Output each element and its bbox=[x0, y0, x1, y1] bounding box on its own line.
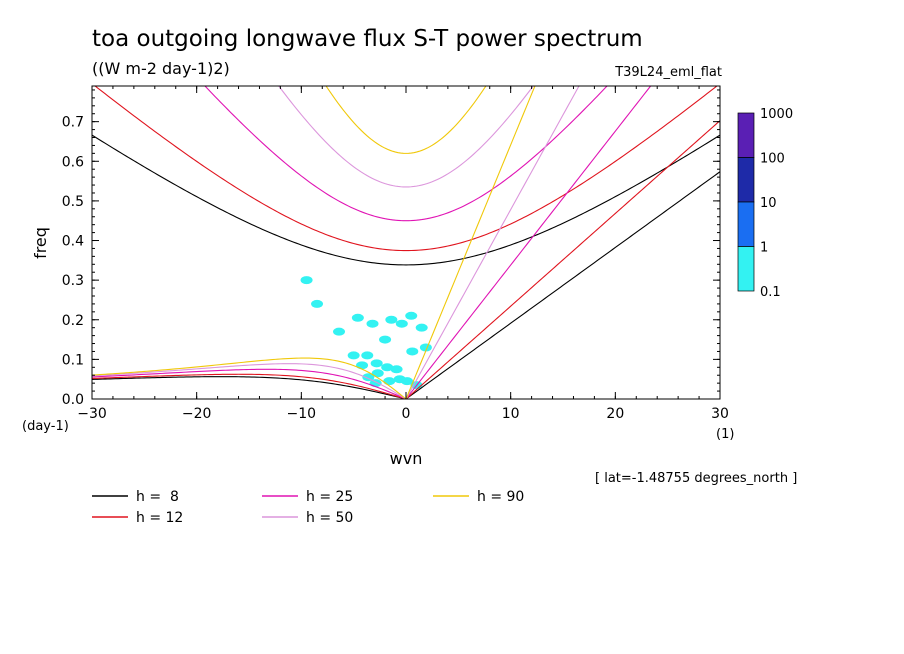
chart-title: toa outgoing longwave flux S-T power spe… bbox=[92, 26, 643, 52]
power-contours bbox=[300, 276, 432, 390]
run-label: T39L24_eml_flat bbox=[614, 65, 722, 80]
axes: −30 −20 −10 0 10 20 30 0.0 0.1 0.2 0.3 0.4 0.5 0.6 0.7 bbox=[62, 86, 729, 422]
y-tick-label: 0.4 bbox=[62, 234, 84, 250]
curve-inertia-gravity-h90 bbox=[325, 86, 487, 154]
y-tick-label: 0.7 bbox=[62, 115, 84, 131]
contour-cell bbox=[395, 319, 408, 328]
curve-rossby-h50 bbox=[92, 363, 407, 399]
contour-cell bbox=[419, 343, 432, 352]
curve-kelvin-h8 bbox=[405, 171, 720, 399]
x-tick-label: −20 bbox=[182, 406, 212, 422]
legend-label: h = 50 bbox=[306, 510, 353, 526]
y-unit-label: (day-1) bbox=[22, 419, 69, 434]
colorbar-label: 0.1 bbox=[760, 285, 781, 300]
x-tick-label: 30 bbox=[711, 406, 729, 422]
legend-label: h = 25 bbox=[306, 489, 353, 505]
legend-label: h = 90 bbox=[477, 489, 524, 505]
curve-kelvin-h25 bbox=[405, 86, 652, 399]
colorbar: 1000 100 10 1 0.1 bbox=[737, 107, 793, 300]
contour-cell bbox=[390, 365, 403, 374]
contour-cell bbox=[300, 276, 313, 285]
colorbar-swatch bbox=[737, 112, 755, 158]
curve-rossby-h12 bbox=[92, 373, 407, 399]
y-tick-label: 0.2 bbox=[62, 313, 84, 329]
contour-cell bbox=[405, 311, 418, 320]
contour-cell bbox=[347, 351, 360, 360]
chart-subtitle: ((W m-2 day-1)2) bbox=[92, 59, 230, 78]
y-tick-label: 0.1 bbox=[62, 352, 84, 368]
x-tick-label: 10 bbox=[502, 406, 520, 422]
contour-cell bbox=[379, 335, 392, 344]
contour-cell bbox=[383, 377, 396, 386]
contour-cell bbox=[333, 327, 346, 336]
y-tick-label: 0.6 bbox=[62, 154, 84, 170]
x-unit-label: (1) bbox=[716, 427, 734, 442]
location-note: [ lat=-1.48755 degrees_north ] bbox=[595, 471, 797, 486]
contour-cell bbox=[371, 369, 384, 378]
legend: h = 8 h = 12 h = 25 h = 50 h = 90 bbox=[92, 489, 524, 526]
curve-rossby-h25 bbox=[92, 368, 407, 399]
curve-kelvin-h50 bbox=[405, 86, 580, 399]
contour-cell bbox=[370, 359, 383, 368]
legend-label: h = 12 bbox=[136, 510, 183, 526]
contour-cell bbox=[356, 361, 369, 370]
x-tick-label: −30 bbox=[77, 406, 107, 422]
contour-cell bbox=[415, 323, 428, 332]
contour-cell bbox=[406, 347, 419, 356]
curve-rossby-h90 bbox=[92, 357, 407, 399]
curve-inertia-gravity-h50 bbox=[278, 86, 534, 188]
x-tick-label: −10 bbox=[287, 406, 317, 422]
colorbar-label: 100 bbox=[760, 152, 785, 167]
contour-cell bbox=[351, 313, 364, 322]
contour-cell bbox=[311, 299, 324, 308]
legend-label: h = 8 bbox=[136, 489, 179, 505]
colorbar-label: 1000 bbox=[760, 107, 793, 122]
colorbar-swatch bbox=[737, 157, 755, 203]
contour-cell bbox=[366, 319, 379, 328]
curve-kelvin-h90 bbox=[405, 86, 536, 399]
x-axis-label: wvn bbox=[390, 449, 423, 468]
dispersion-curves bbox=[92, 86, 720, 399]
curve-inertia-gravity-h25 bbox=[204, 86, 608, 222]
contour-cell bbox=[401, 377, 414, 386]
contour-cell bbox=[381, 363, 394, 372]
colorbar-label: 1 bbox=[760, 241, 768, 256]
curve-rossby-h8 bbox=[92, 376, 407, 399]
curve-kelvin-h12 bbox=[405, 120, 720, 399]
x-tick-label: 20 bbox=[606, 406, 624, 422]
colorbar-swatch bbox=[737, 246, 755, 292]
y-tick-label: 0.0 bbox=[62, 392, 84, 408]
x-tick-label: 0 bbox=[402, 406, 411, 422]
contour-cell bbox=[361, 351, 374, 360]
contour-cell bbox=[385, 315, 398, 324]
colorbar-swatch bbox=[737, 201, 755, 247]
plot-frame bbox=[91, 85, 721, 400]
curve-inertia-gravity-h8 bbox=[92, 134, 720, 266]
colorbar-label: 10 bbox=[760, 196, 777, 211]
y-axis-label: freq bbox=[31, 227, 50, 259]
y-tick-label: 0.5 bbox=[62, 194, 84, 210]
curve-inertia-gravity-h12 bbox=[94, 86, 718, 252]
y-tick-label: 0.3 bbox=[62, 273, 84, 289]
